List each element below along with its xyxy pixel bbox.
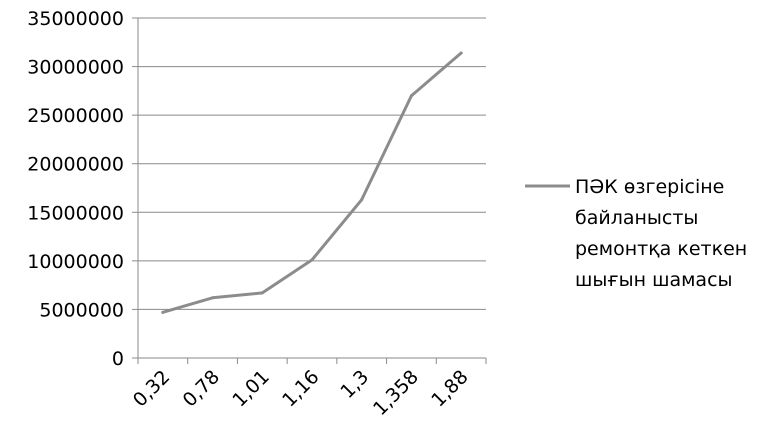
data-point bbox=[409, 94, 413, 98]
legend-label: ПӘК өзгерісіне bbox=[575, 176, 724, 198]
x-tick-label: 0,32 bbox=[129, 366, 174, 411]
y-tick-label: 25000000 bbox=[27, 105, 124, 127]
y-axis-ticks: 0 5000000 10000000 15000000 20000000 25000000… bbox=[27, 8, 124, 370]
series-line bbox=[161, 51, 463, 314]
data-point bbox=[211, 296, 215, 300]
legend-label: ремонтқа кеткен bbox=[575, 238, 747, 260]
y-tick-label: 0 bbox=[112, 348, 124, 370]
y-tick-label: 35000000 bbox=[27, 8, 124, 30]
x-tick-label: 1,358 bbox=[369, 366, 423, 420]
y-tick-label: 30000000 bbox=[27, 57, 124, 79]
y-tick-label: 15000000 bbox=[27, 202, 124, 224]
legend-label: шығын шамасы bbox=[575, 269, 733, 291]
y-tick-label: 10000000 bbox=[27, 251, 124, 273]
x-tick-label: 1,88 bbox=[427, 366, 472, 411]
legend: ПӘК өзгерісіне байланысты ремонтқа кеткен ш… bbox=[525, 176, 747, 291]
x-tick-label: 1,16 bbox=[278, 366, 323, 411]
data-point bbox=[310, 258, 314, 262]
axes bbox=[132, 17, 487, 364]
x-axis-ticks: 0,32 0,78 1,01 1,16 1,31,358 1,88 bbox=[129, 366, 473, 420]
x-tick-label: 1,01 bbox=[228, 366, 273, 411]
series-layer bbox=[161, 51, 463, 314]
legend-label: байланысты bbox=[575, 207, 698, 229]
y-tick-label: 20000000 bbox=[27, 154, 124, 176]
data-point bbox=[161, 310, 165, 314]
x-tick-label: 0,78 bbox=[179, 366, 224, 411]
data-point bbox=[260, 291, 264, 295]
data-point bbox=[360, 198, 364, 202]
x-tick-label: 1,3 bbox=[336, 366, 373, 403]
gridlines bbox=[138, 17, 486, 310]
y-tick-label: 5000000 bbox=[39, 299, 124, 321]
data-point bbox=[459, 51, 463, 55]
